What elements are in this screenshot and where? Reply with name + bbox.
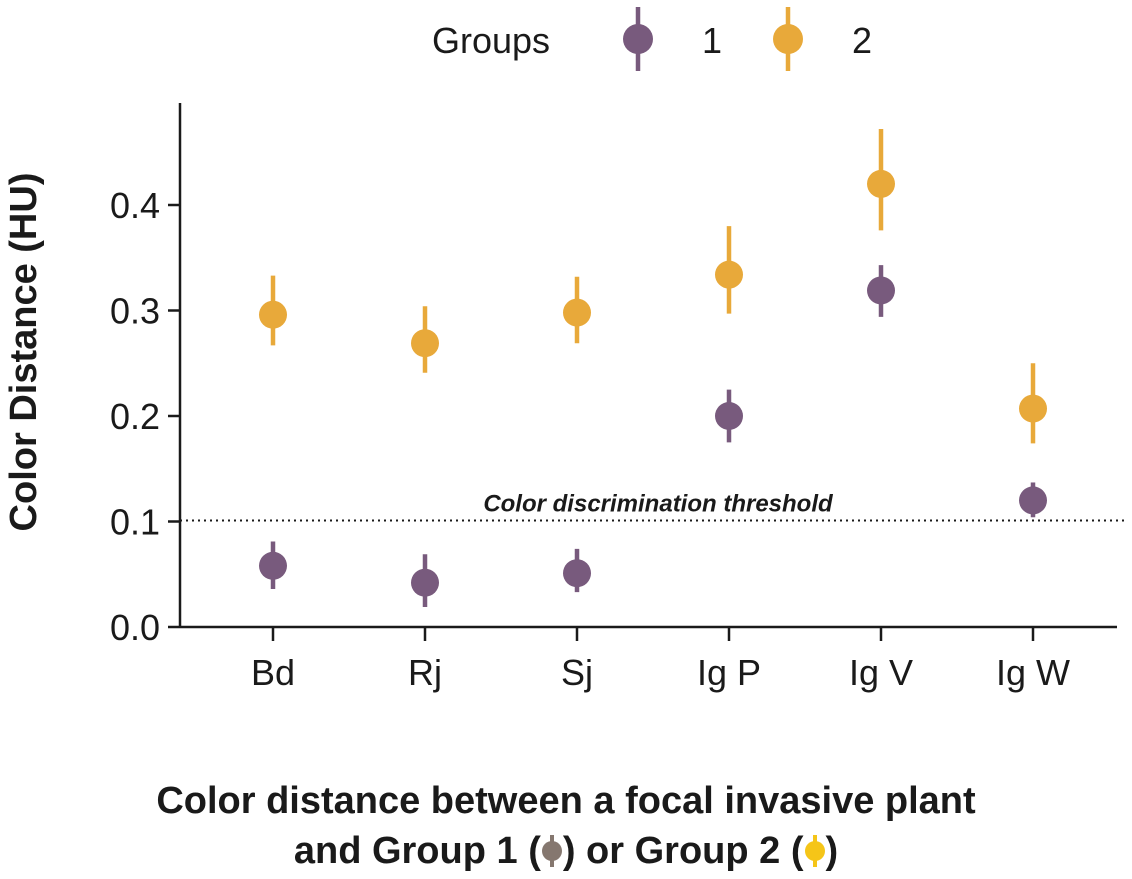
point-group-1: [259, 551, 287, 580]
point-group-2: [1019, 394, 1047, 423]
x-tick-label: Sj: [561, 652, 593, 693]
caption-line-1: Color distance between a focal invasive …: [156, 780, 976, 822]
point-group-2: [259, 300, 287, 329]
x-tick-label: Ig W: [996, 652, 1070, 693]
x-ticks: Bd Rj Sj Ig P Ig V Ig W: [251, 627, 1070, 693]
caption-line-2: and Group 1 ( ) or Group 2 (): [0, 830, 1132, 873]
x-tick-label: Rj: [408, 652, 442, 693]
point-group-2: [411, 329, 439, 358]
y-tick-label: 0.0: [110, 607, 160, 648]
point-group-1: [1019, 486, 1047, 515]
legend: Groups 1 2: [432, 7, 872, 71]
y-ticks: 0.0 0.1 0.2 0.3 0.4: [110, 185, 180, 648]
group2-marker-icon: [804, 835, 825, 867]
point-group-1: [867, 276, 895, 305]
legend-title: Groups: [432, 20, 550, 61]
y-tick-label: 0.3: [110, 291, 160, 332]
caption-part-3: ): [825, 830, 839, 872]
y-tick-label: 0.2: [110, 396, 160, 437]
point-group-2: [867, 169, 895, 198]
point-group-1: [563, 559, 591, 588]
threshold-label: Color discrimination threshold: [483, 490, 834, 517]
group2-icon-dot: [804, 841, 825, 861]
legend-label-group-1: 1: [702, 20, 722, 61]
x-tick-label: Ig V: [849, 652, 913, 693]
caption-part-2: ) or Group 2 (: [562, 830, 804, 872]
group1-icon-dot: [541, 841, 562, 861]
y-tick-label: 0.1: [110, 502, 160, 543]
group1-marker-icon: [541, 835, 562, 867]
caption-part-1: and Group 1 (: [293, 830, 541, 872]
legend-dot-group-2: [773, 24, 803, 54]
point-group-1: [715, 402, 743, 430]
point-group-1: [411, 568, 439, 597]
data-marks: [259, 129, 1047, 607]
x-tick-label: Ig P: [697, 652, 761, 693]
y-tick-label: 0.4: [110, 185, 160, 226]
legend-label-group-2: 2: [852, 20, 872, 61]
x-tick-label: Bd: [251, 652, 295, 693]
point-group-2: [715, 260, 743, 289]
y-axis-label: Color Distance (HU): [3, 173, 45, 532]
legend-dot-group-1: [623, 24, 653, 54]
point-group-2: [563, 298, 591, 327]
